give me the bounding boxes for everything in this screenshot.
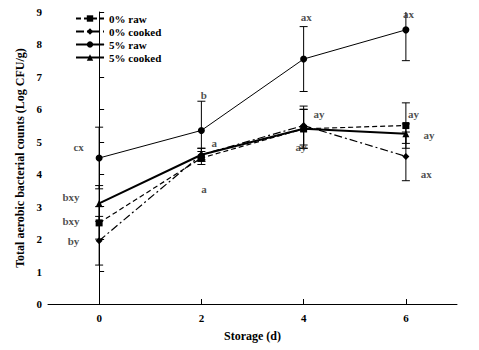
svg-text:6: 6: [37, 103, 43, 115]
svg-text:1: 1: [37, 266, 43, 278]
svg-text:8: 8: [37, 38, 43, 50]
svg-text:bxy: bxy: [62, 215, 80, 227]
svg-text:ax: ax: [421, 168, 433, 180]
svg-text:a: a: [211, 137, 217, 149]
svg-text:Storage (d): Storage (d): [224, 329, 281, 343]
svg-text:ay: ay: [408, 108, 420, 120]
svg-text:ay: ay: [313, 108, 325, 120]
svg-text:6: 6: [403, 312, 409, 324]
svg-text:2: 2: [199, 312, 205, 324]
svg-text:b: b: [201, 89, 207, 101]
svg-text:3: 3: [37, 201, 43, 213]
svg-text:0% cooked: 0% cooked: [109, 26, 161, 38]
svg-text:9: 9: [37, 6, 43, 18]
svg-text:by: by: [68, 235, 80, 247]
svg-text:4: 4: [301, 312, 307, 324]
svg-text:ax: ax: [403, 8, 415, 20]
svg-text:ay: ay: [423, 129, 435, 141]
svg-text:7: 7: [37, 71, 43, 83]
svg-text:0% raw: 0% raw: [109, 13, 147, 25]
svg-text:5: 5: [37, 136, 43, 148]
svg-text:5% cooked: 5% cooked: [109, 52, 161, 64]
svg-text:bxy: bxy: [62, 191, 80, 203]
svg-text:2: 2: [37, 233, 43, 245]
svg-text:ax: ax: [301, 11, 313, 23]
svg-text:5% raw: 5% raw: [109, 39, 147, 51]
svg-text:ay: ay: [296, 141, 308, 153]
svg-text:a: a: [201, 183, 207, 195]
svg-text:Total aerobic bacterial counts: Total aerobic bacterial counts (Log CFU/…: [13, 48, 27, 268]
svg-text:cx: cx: [73, 141, 84, 153]
svg-text:0: 0: [37, 298, 43, 310]
svg-text:0: 0: [96, 312, 102, 324]
svg-text:4: 4: [37, 168, 43, 180]
